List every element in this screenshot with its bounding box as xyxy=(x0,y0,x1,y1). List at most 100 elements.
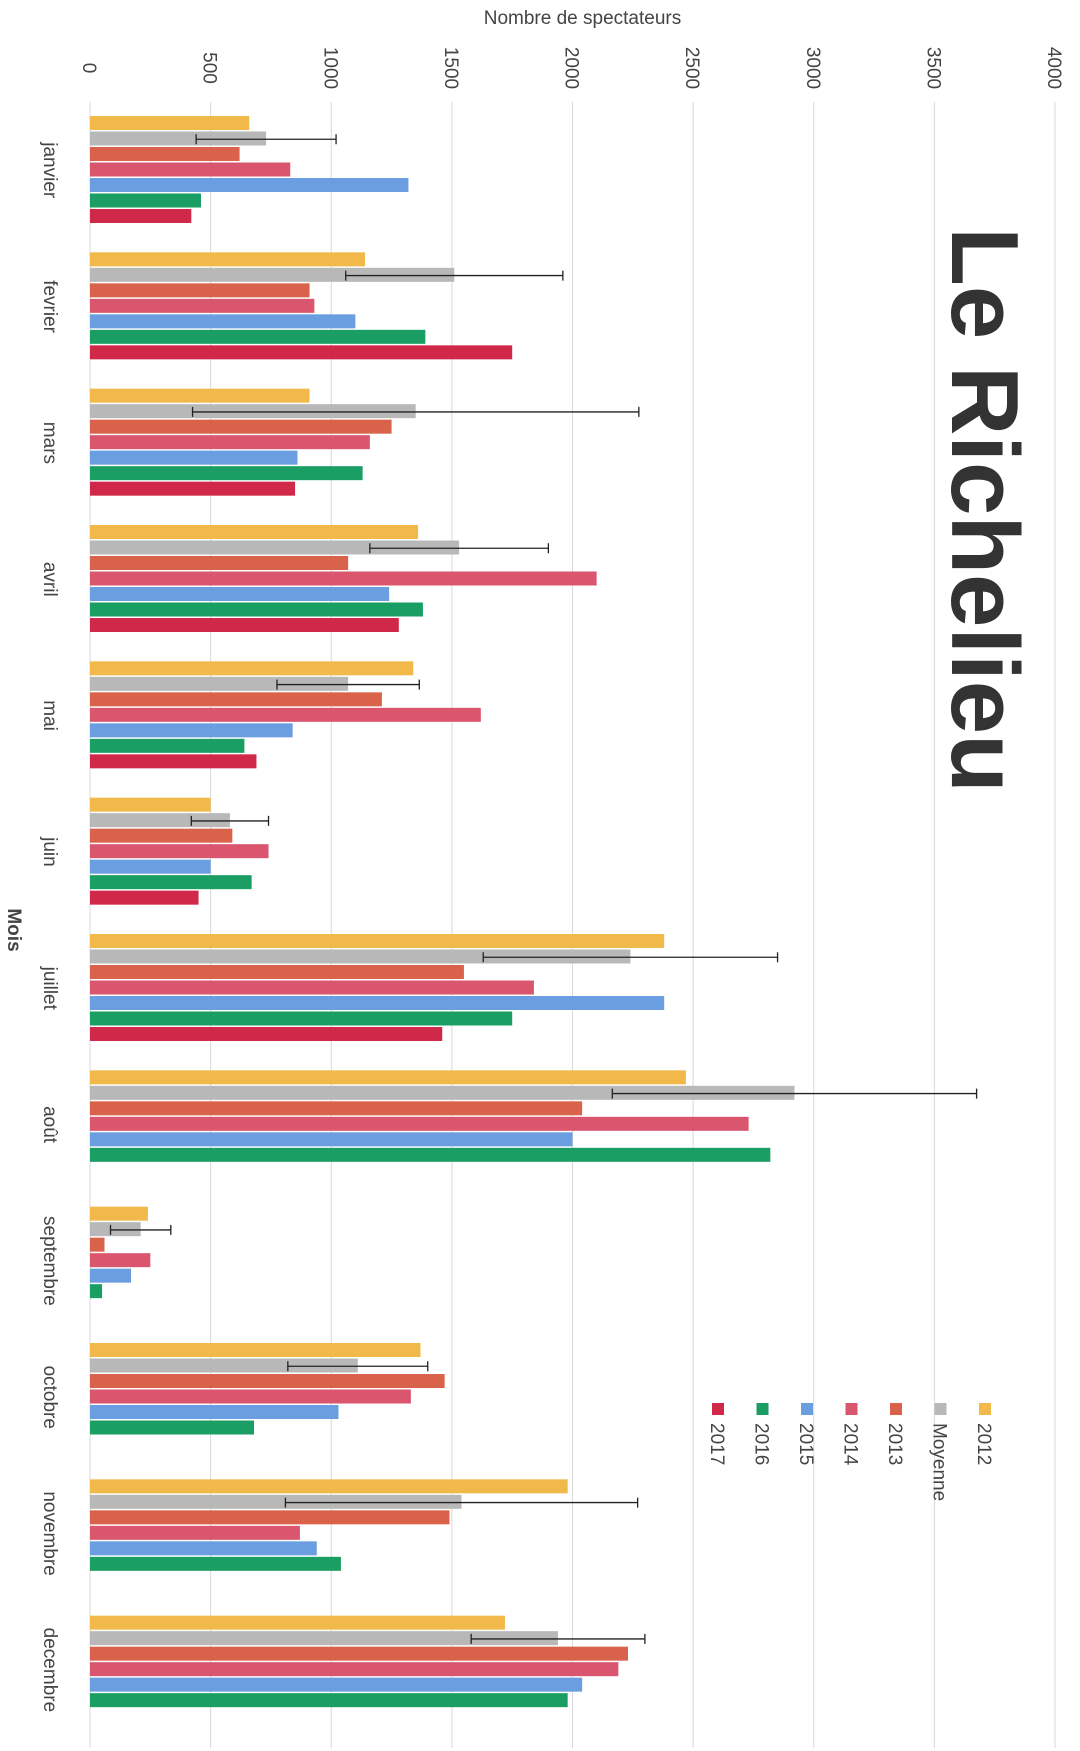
error-bar xyxy=(190,815,270,826)
bar xyxy=(90,1374,445,1388)
logo: Le Richelieu xyxy=(931,227,1038,793)
bar xyxy=(90,754,257,769)
bar xyxy=(90,1631,559,1646)
y-tick-label: novembre xyxy=(39,1491,60,1576)
legend-swatch xyxy=(934,1403,947,1415)
x-tick-label: 0 xyxy=(78,63,99,74)
bar xyxy=(90,435,370,450)
y-axis-title: Mois xyxy=(3,908,24,951)
legend-label: 2014 xyxy=(840,1423,861,1466)
y-tick-label: avril xyxy=(39,562,60,597)
bar xyxy=(90,267,455,282)
bar xyxy=(90,996,665,1010)
bar xyxy=(90,540,460,555)
error-bar xyxy=(195,134,337,145)
error-bar xyxy=(276,679,420,690)
bar xyxy=(90,466,363,481)
legend-swatch xyxy=(801,1403,813,1415)
legend-label: 2015 xyxy=(795,1423,816,1465)
bar xyxy=(90,1011,513,1026)
legend-swatch xyxy=(979,1403,991,1415)
bar xyxy=(90,965,464,979)
bar xyxy=(90,1646,628,1661)
bar xyxy=(90,1237,105,1252)
bar xyxy=(90,1284,103,1299)
bar xyxy=(90,388,310,403)
bar xyxy=(90,252,366,267)
bar xyxy=(90,676,349,691)
x-tick-label: 4000 xyxy=(1043,47,1064,89)
y-tick-label: août xyxy=(39,1106,60,1144)
legend-swatch xyxy=(845,1403,858,1415)
bar xyxy=(90,661,414,676)
bar xyxy=(90,1510,450,1525)
bar xyxy=(90,1358,358,1373)
bar xyxy=(90,1070,686,1085)
bar xyxy=(90,345,513,360)
legend-swatch xyxy=(890,1403,902,1415)
bar xyxy=(90,525,419,539)
bar xyxy=(90,875,252,890)
bar xyxy=(90,481,296,496)
bar xyxy=(90,571,597,586)
bar xyxy=(90,844,269,859)
bar xyxy=(90,828,233,843)
y-tick-label: octobre xyxy=(39,1366,60,1429)
bar xyxy=(90,131,267,146)
bar xyxy=(90,1085,795,1100)
bar xyxy=(90,450,298,465)
x-tick-label: 1000 xyxy=(319,47,340,89)
bar xyxy=(90,1525,300,1540)
bar xyxy=(90,859,211,874)
bar xyxy=(90,1693,568,1708)
bar xyxy=(90,162,291,177)
error-bar xyxy=(470,1633,646,1644)
bar xyxy=(90,1677,583,1692)
bar xyxy=(90,1405,339,1419)
bar xyxy=(90,1494,462,1509)
bar xyxy=(90,738,245,753)
error-bar xyxy=(191,406,640,417)
bar xyxy=(90,1116,749,1131)
y-tick-label: fevrier xyxy=(39,280,60,333)
y-tick-label: juin xyxy=(39,836,60,867)
x-axis-title: Nombre de spectateurs xyxy=(484,8,682,29)
bar xyxy=(90,813,230,828)
x-tick-label: 1500 xyxy=(440,47,461,89)
error-bar xyxy=(287,1361,429,1372)
bar xyxy=(90,1101,583,1116)
bar xyxy=(90,587,390,601)
legend-label: 2016 xyxy=(751,1423,772,1465)
bar xyxy=(90,329,426,344)
y-tick-label: decembre xyxy=(39,1628,60,1713)
y-tick-label: septembre xyxy=(39,1216,60,1306)
legend-label: 2017 xyxy=(706,1423,727,1465)
bar xyxy=(90,1662,619,1677)
bar xyxy=(90,1027,443,1041)
bar xyxy=(90,1268,132,1283)
bar xyxy=(90,404,416,419)
bar xyxy=(90,1389,411,1404)
legend-label: Moyenne xyxy=(929,1423,950,1501)
error-bar xyxy=(345,270,564,281)
x-tick-label: 2000 xyxy=(561,47,582,89)
bar xyxy=(90,209,192,223)
bar xyxy=(90,1420,255,1435)
bar xyxy=(90,797,211,812)
x-tick-label: 3000 xyxy=(802,47,823,89)
bar xyxy=(90,1615,505,1630)
bar xyxy=(90,723,293,738)
bar xyxy=(90,1479,568,1494)
error-bar xyxy=(284,1497,639,1508)
bar xyxy=(90,147,240,161)
error-bar xyxy=(369,543,550,554)
y-tick-label: mai xyxy=(39,700,60,731)
bar xyxy=(90,707,481,722)
bar xyxy=(90,1206,148,1221)
x-tick-label: 3500 xyxy=(922,47,943,89)
x-tick-label: 2500 xyxy=(681,47,702,89)
bar xyxy=(90,1132,573,1147)
bar xyxy=(90,949,631,964)
bar xyxy=(90,1541,317,1556)
